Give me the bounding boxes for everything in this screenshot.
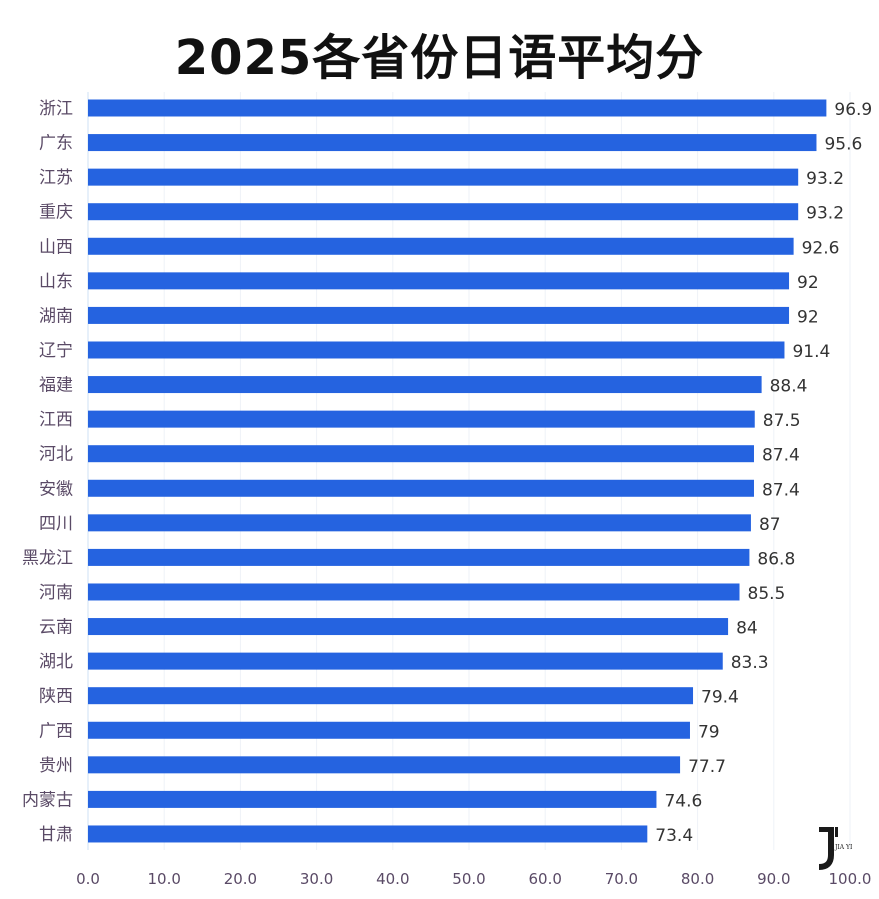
bar: [88, 376, 762, 394]
bar: [88, 618, 729, 636]
value-label: 88.4: [770, 377, 808, 397]
category-label: 福建: [39, 376, 73, 396]
bar: [88, 272, 790, 290]
value-label: 73.4: [655, 826, 693, 846]
category-label: 安徽: [39, 479, 73, 499]
value-label: 85.5: [748, 584, 786, 604]
bar: [88, 514, 751, 532]
x-tick-label: 60.0: [528, 870, 561, 888]
bar: [88, 548, 750, 566]
bar: [88, 583, 740, 601]
value-label: 95.6: [824, 135, 862, 155]
svg-text:JIA YI: JIA YI: [834, 844, 853, 851]
bar: [88, 410, 755, 428]
category-label: 辽宁: [39, 341, 73, 361]
x-tick-label: 70.0: [605, 870, 638, 888]
category-label: 河南: [39, 583, 73, 603]
category-label: 湖北: [39, 652, 73, 672]
value-label: 93.2: [806, 169, 844, 189]
category-label: 山东: [39, 272, 73, 292]
value-label: 96.9: [834, 100, 872, 120]
category-label: 广西: [39, 721, 73, 741]
category-label: 江西: [39, 410, 73, 430]
bar: [88, 479, 754, 497]
bar: [88, 721, 690, 739]
x-tick-label: 40.0: [376, 870, 409, 888]
category-label: 山西: [39, 237, 73, 257]
bar: [88, 306, 790, 324]
category-label: 河北: [39, 445, 73, 465]
value-label: 87: [759, 515, 781, 535]
bar: [88, 237, 794, 255]
category-label: 甘肃: [39, 825, 73, 845]
category-label: 重庆: [39, 203, 73, 223]
value-label: 92: [797, 307, 819, 327]
x-tick-label: 50.0: [452, 870, 485, 888]
x-tick-label: 100.0: [829, 870, 872, 888]
category-label: 湖南: [39, 306, 73, 326]
bar: [88, 790, 657, 808]
category-label: 江苏: [39, 168, 73, 188]
category-label: 浙江: [39, 99, 73, 119]
value-label: 84: [736, 619, 758, 639]
value-label: 77.7: [688, 757, 726, 777]
value-label: 83.3: [731, 653, 769, 673]
category-label: 陕西: [39, 687, 73, 707]
category-label: 广东: [39, 134, 73, 154]
category-label: 黑龙江: [22, 548, 73, 568]
value-label: 87.4: [762, 446, 800, 466]
value-label: 87.5: [763, 411, 801, 431]
bar: [88, 687, 694, 705]
x-tick-label: 90.0: [757, 870, 790, 888]
value-label: 79.4: [701, 688, 739, 708]
value-label: 93.2: [806, 204, 844, 224]
x-tick-label: 10.0: [147, 870, 180, 888]
value-label: 92.6: [802, 238, 840, 258]
value-label: 87.4: [762, 480, 800, 500]
bar: [88, 652, 723, 670]
bar: [88, 203, 799, 221]
category-label: 云南: [39, 618, 73, 638]
bar: [88, 756, 681, 774]
bar: [88, 825, 648, 843]
value-label: 74.6: [664, 791, 702, 811]
category-label: 四川: [39, 514, 73, 534]
x-tick-label: 30.0: [300, 870, 333, 888]
chart-title: 2025各省份日语平均分: [174, 30, 705, 86]
x-tick-label: 80.0: [681, 870, 714, 888]
bar: [88, 445, 754, 463]
bar: [88, 134, 817, 152]
bar: [88, 168, 799, 186]
bar: [88, 99, 827, 117]
category-label: 贵州: [39, 756, 73, 776]
x-tick-label: 20.0: [224, 870, 257, 888]
value-label: 79: [698, 722, 720, 742]
jiayi-logo: JIA YI: [815, 827, 865, 871]
x-tick-label: 0.0: [76, 870, 100, 888]
bar: [88, 341, 785, 359]
value-label: 92: [797, 273, 819, 293]
value-label: 86.8: [757, 549, 795, 569]
category-label: 内蒙古: [22, 790, 73, 810]
value-label: 91.4: [792, 342, 830, 362]
